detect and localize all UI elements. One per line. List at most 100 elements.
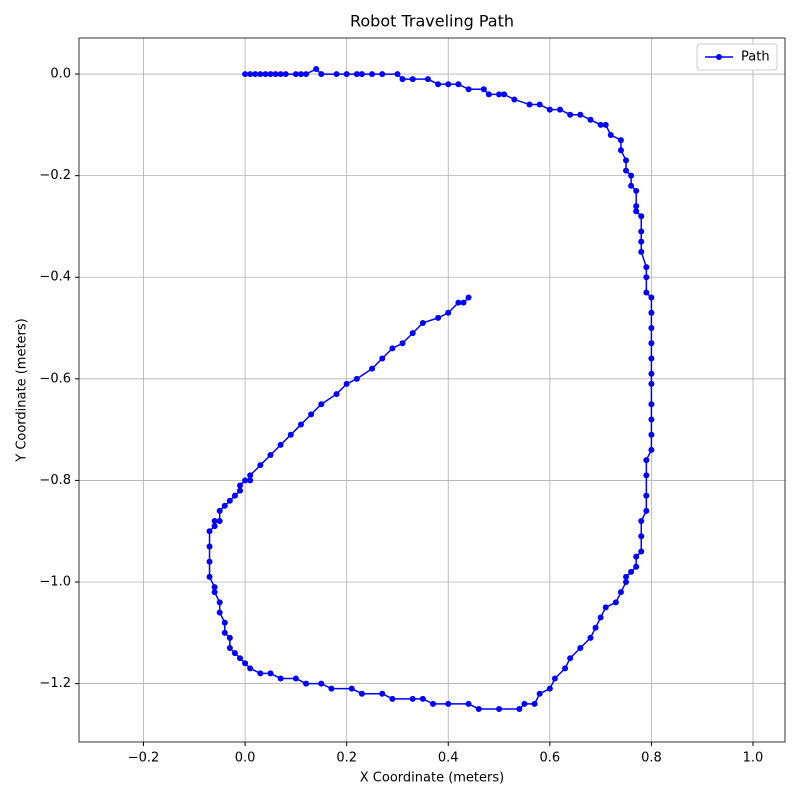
point [379,690,386,697]
point [633,553,640,560]
point [577,111,584,118]
point [536,101,543,108]
point [267,452,274,459]
point [247,477,254,484]
point [633,203,640,210]
point [226,497,233,504]
point [226,634,233,641]
point [211,589,218,596]
point [633,187,640,194]
point [455,81,462,88]
point [297,71,304,78]
point [206,528,213,535]
point [607,132,614,139]
point [394,71,401,78]
point [623,573,630,580]
point [237,655,244,662]
point [455,299,462,306]
x-axis-label: X Coordinate (meters) [360,771,504,786]
point [292,71,299,78]
point [633,208,640,215]
point [480,86,487,93]
point [643,264,650,271]
point [277,675,284,682]
point [242,71,249,78]
point [633,563,640,570]
point [562,665,569,672]
point [628,568,635,575]
point [242,660,249,667]
point [267,670,274,677]
point [303,680,310,687]
point [638,213,645,220]
point [648,340,655,347]
point [445,81,452,88]
point [648,446,655,453]
point [617,147,624,154]
point [648,294,655,301]
point [638,248,645,255]
point [465,86,472,93]
x-tick-label: 0.2 [336,751,357,766]
point [343,71,350,78]
point [602,121,609,128]
point [379,355,386,362]
legend-marker [716,54,722,60]
point [465,294,472,301]
point [216,599,223,606]
y-tick-label: −1.0 [39,575,71,590]
point [318,680,325,687]
point [643,472,650,479]
point [358,690,365,697]
point [211,584,218,591]
point [643,492,650,499]
point [277,71,284,78]
point [435,81,442,88]
point [546,685,553,692]
point [333,71,340,78]
point [221,502,228,509]
point [496,705,503,712]
point [257,71,264,78]
y-tick-label: −0.8 [39,473,71,488]
point [252,71,259,78]
point [648,431,655,438]
point [237,487,244,494]
point [206,573,213,580]
point [521,700,528,707]
point [308,411,315,418]
point [231,492,238,499]
point [435,314,442,321]
point [353,375,360,382]
point [516,705,523,712]
point [231,650,238,657]
point [623,579,630,585]
point [648,370,655,377]
point [419,319,426,326]
point [247,472,254,479]
x-tick-label: 0.6 [539,751,560,766]
point [242,477,249,484]
point [353,71,360,78]
point [556,106,563,113]
point [648,380,655,387]
legend-box [696,43,778,71]
point [445,309,452,316]
point [409,695,416,702]
point [638,238,645,245]
point [211,518,218,525]
point [567,655,574,662]
point [343,380,350,387]
plot-frame [78,37,786,743]
point [597,614,604,621]
x-tick-label: 0.4 [438,751,459,766]
x-tick-label: 0.0 [235,751,256,766]
point [475,705,482,712]
point [237,482,244,489]
point [303,71,310,78]
x-tick-label: −0.2 [128,751,160,766]
point [617,589,624,596]
x-tick-label: 1.0 [743,751,764,766]
point [389,345,396,352]
